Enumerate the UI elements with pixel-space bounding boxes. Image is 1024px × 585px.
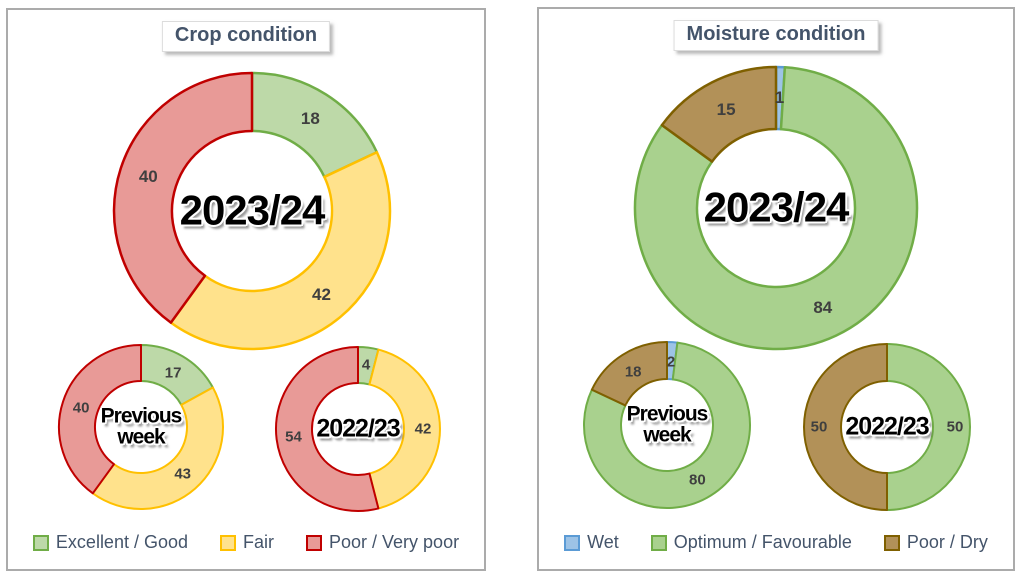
panel-crop-condition: Crop condition 18 42 40 2023/24 17 43 40 Previo… (6, 8, 486, 571)
segment-optimum-favourable (583, 341, 751, 509)
donut-moisture-2023-24: 1 84 15 2023/24 (631, 63, 921, 353)
legend-marker-icon (220, 534, 236, 551)
legend-label: Poor / Dry (906, 532, 988, 552)
donut-crop-previous-week: 17 43 40 Previous week (55, 341, 227, 513)
donut-center-label: Previous week (100, 404, 183, 449)
segment-fair (169, 150, 392, 351)
donut-ring (274, 346, 441, 512)
data-label-optimum-favourable: 84 (813, 297, 833, 317)
donut-center-label: 2022/23 (845, 412, 929, 441)
legend-label: Excellent / Good (55, 532, 188, 552)
donut-ring (633, 65, 919, 351)
legend-marker-icon (306, 534, 322, 551)
data-label-poor-very-poor: 40 (138, 167, 158, 187)
segment-optimum-favourable (633, 66, 919, 351)
donut-ring (112, 71, 392, 351)
legend-item-excellent-good: Excellent / Good (32, 532, 188, 553)
panel-title-text: Crop condition (174, 24, 318, 46)
data-label-poor-dry: 18 (624, 363, 642, 381)
donut-ring (58, 344, 224, 511)
panel-title-moisture: Moisture condition (673, 20, 879, 51)
data-label-fair: 42 (414, 420, 432, 438)
chart-area-crop: 18 42 40 2023/24 17 43 40 Previous week 4 42 54 202… (8, 10, 484, 569)
chart-area-moisture: 1 84 15 2023/24 2 80 18 Previous week 50 50 2022/2… (539, 9, 1013, 569)
data-label-optimum-favourable: 80 (689, 471, 706, 489)
legend-marker-icon (883, 534, 900, 551)
data-label-wet: 1 (774, 88, 785, 108)
segment-poor-very-poor (58, 344, 142, 495)
donut-crop-2022-23: 4 42 54 2022/23 (272, 343, 444, 515)
data-label-fair: 42 (312, 285, 331, 304)
legend-label: Wet (587, 532, 619, 552)
donut-center-label: Previous week (626, 402, 709, 447)
data-label-wet: 2 (666, 353, 676, 371)
panel-title-crop: Crop condition (161, 21, 331, 52)
segment-poor-dry (660, 65, 778, 163)
segment-fair (368, 348, 441, 510)
data-label-poor-very-poor: 54 (285, 428, 302, 446)
legend-label: Optimum / Favourable (673, 532, 852, 552)
legend-item-optimum-favourable: Optimum / Favourable (650, 532, 852, 553)
legend-item-poor-dry: Poor / Dry (883, 532, 988, 553)
donut-center-label: 2023/24 (179, 186, 326, 234)
legend-marker-icon (32, 534, 49, 551)
donut-ring (803, 343, 971, 511)
data-label-poor-very-poor: 40 (72, 399, 90, 416)
donut-center-label: 2023/24 (703, 183, 850, 231)
donut-center-label: 2022/23 (316, 414, 400, 443)
legend-label: Poor / Very poor (329, 532, 460, 552)
segment-poor-dry (803, 343, 888, 511)
panel-moisture-condition: Moisture condition 1 84 15 2023/24 2 80 18 Prev… (537, 7, 1015, 571)
data-label-excellent-good: 4 (361, 356, 371, 373)
legend-moisture: Wet Optimum / Favourable Poor / Dry (539, 532, 1013, 553)
data-label-fair: 43 (174, 465, 192, 483)
donut-ring (583, 340, 751, 509)
panel-title-text: Moisture condition (686, 23, 866, 45)
segment-poor-dry (590, 341, 668, 407)
data-label-excellent-good: 17 (164, 364, 182, 382)
legend-marker-icon (650, 534, 667, 551)
data-label-poor-dry: 15 (716, 100, 736, 119)
legend-crop: Excellent / Good Fair Poor / Very poor (8, 532, 484, 553)
segment-poor-very-poor (274, 346, 380, 512)
segment-fair (91, 386, 224, 511)
legend-item-fair: Fair (220, 532, 274, 553)
segment-optimum-favourable (886, 343, 971, 511)
data-label-excellent-good: 18 (300, 109, 320, 128)
legend-item-wet: Wet (564, 532, 619, 553)
donut-crop-2023-24: 18 42 40 2023/24 (110, 69, 394, 353)
legend-label: Fair (243, 532, 274, 552)
data-label-poor-dry: 50 (810, 418, 828, 436)
donut-moisture-2022-23: 50 50 2022/23 (800, 340, 974, 514)
legend-marker-icon (564, 534, 581, 551)
donut-moisture-previous-week: 2 80 18 Previous week (580, 338, 754, 512)
segment-poor-very-poor (112, 71, 254, 324)
data-label-optimum-favourable: 50 (946, 418, 964, 436)
legend-item-poor-very-poor: Poor / Very poor (306, 532, 459, 553)
